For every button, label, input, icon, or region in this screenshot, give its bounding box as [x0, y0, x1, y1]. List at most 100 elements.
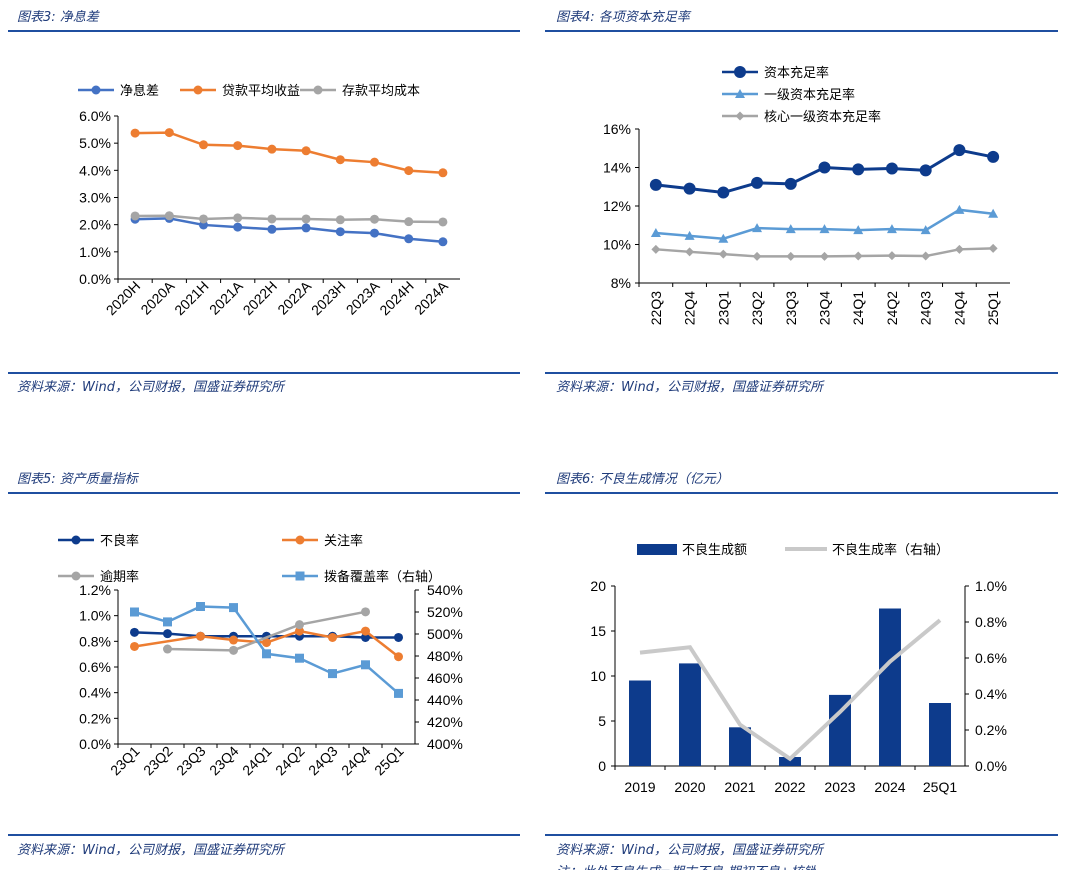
x-tick-label: 2022A: [274, 277, 314, 317]
y2-tick-label: 0.2%: [975, 722, 1007, 738]
legend-marker: [91, 85, 101, 95]
data-point: [404, 234, 414, 244]
data-point: [954, 244, 964, 254]
x-tick-label: 2024A: [411, 277, 451, 317]
legend-marker: [735, 111, 745, 121]
legend-label: 资本充足率: [764, 65, 829, 81]
data-point: [438, 168, 448, 178]
y2-tick-label: 400%: [427, 736, 463, 752]
y-tick-label: 1.0%: [79, 608, 111, 624]
data-point: [267, 144, 277, 154]
x-tick-label: 2021A: [206, 277, 246, 317]
data-point: [267, 224, 277, 234]
x-tick-label: 24Q4: [951, 291, 967, 325]
chart5-title-rule: [8, 492, 520, 494]
legend-label: 核心一级资本充足率: [764, 109, 881, 125]
chart3-title: 图表3: 净息差: [17, 10, 99, 25]
y-tick-label: 2.0%: [79, 217, 111, 233]
legend-label: 存款平均成本: [342, 84, 420, 99]
y2-tick-label: 440%: [427, 692, 463, 708]
data-point: [262, 649, 271, 659]
data-point: [820, 251, 829, 261]
chart-capital-adequacy: 8% 10% 12% 14% 16% 22Q3 22Q4 23Q1 23Q2 23Q3 23Q4 24…: [603, 65, 1010, 325]
data-point-big: [784, 177, 797, 190]
data-point-big: [751, 176, 764, 189]
y-tick-label: 1.0%: [79, 244, 111, 260]
data-point: [199, 140, 208, 150]
legend-label: 关注率: [324, 533, 363, 549]
y-tick-label: 10%: [603, 237, 631, 253]
legend-label: 拨备覆盖率（右轴）: [324, 569, 441, 585]
chart5-source-rule: [8, 834, 520, 836]
x-tick-label: 2024H: [376, 278, 416, 318]
data-point: [196, 631, 205, 641]
legend-label: 一级资本充足率: [764, 87, 855, 103]
data-point: [853, 225, 864, 235]
data-point: [361, 607, 370, 617]
y-tick-label: 6.0%: [79, 108, 111, 124]
series-line-3: [135, 214, 443, 224]
y-tick-label: 10: [590, 668, 606, 684]
data-point: [785, 224, 796, 234]
bar: [729, 727, 751, 766]
x-tick-label: 25Q1: [985, 291, 1001, 325]
y-tick-label: 12%: [603, 198, 631, 214]
data-point: [335, 227, 345, 237]
data-point: [394, 652, 403, 662]
y2-tick-label: 460%: [427, 670, 463, 686]
legend-marker: [71, 535, 81, 545]
data-point: [404, 166, 414, 176]
bar: [829, 694, 851, 766]
bar: [629, 680, 651, 766]
data-point: [164, 211, 174, 221]
data-point: [130, 211, 140, 221]
x-tick-label: 25Q1: [923, 779, 957, 795]
bar: [879, 608, 901, 766]
y-tick-label: 0: [598, 758, 606, 774]
chart3-source: 资料来源：Wind，公司财报，国盛证券研究所: [17, 380, 284, 395]
data-point-big: [717, 186, 730, 199]
chart3-source-rule: [8, 372, 520, 374]
x-tick-label: 2023H: [308, 278, 348, 318]
y-tick-label: 1.2%: [79, 582, 111, 598]
y-tick-label: 0.0%: [79, 271, 111, 287]
data-point: [819, 224, 830, 234]
series-line-2: [134, 629, 400, 658]
x-tick-label: 23Q3: [783, 291, 799, 325]
data-point: [233, 222, 243, 232]
x-tick-label: 2020: [674, 779, 705, 795]
legend-marker: [71, 571, 81, 581]
y2-tick-label: 0.6%: [975, 650, 1007, 666]
data-point: [887, 251, 897, 261]
data-point: [233, 213, 243, 223]
y-tick-label: 3.0%: [79, 190, 111, 206]
x-tick-label: 24Q2: [272, 743, 308, 779]
data-point: [163, 617, 172, 627]
data-point: [752, 251, 762, 261]
chart-npl-generation: 0 5 10 15 20 0.0% 0.2% 0.4% 0.6% 0.8% 1.0% 2019 2020…: [590, 542, 1007, 795]
data-point: [684, 230, 695, 240]
data-point: [262, 638, 271, 648]
data-point: [752, 223, 763, 233]
data-point: [163, 629, 172, 639]
data-point: [394, 688, 403, 698]
y-tick-label: 5.0%: [79, 135, 111, 151]
data-point: [370, 157, 379, 167]
legend-swatch-bar: [637, 544, 677, 555]
x-tick-label: 22Q3: [648, 291, 664, 325]
data-point: [361, 626, 370, 636]
chart4-title-rule: [545, 30, 1058, 32]
y2-tick-label: 420%: [427, 714, 463, 730]
data-point: [988, 243, 998, 253]
data-point: [229, 635, 238, 645]
chart6-source: 资料来源：Wind，公司财报，国盛证券研究所: [556, 843, 823, 858]
data-point-big: [649, 178, 662, 191]
x-tick-label: 23Q2: [749, 291, 765, 325]
data-point-big: [852, 163, 865, 176]
x-tick-label: 23Q1: [715, 291, 731, 325]
data-point-big: [919, 164, 932, 177]
data-point-big: [683, 182, 696, 195]
y2-tick-label: 500%: [427, 626, 463, 642]
x-tick-label: 23Q4: [817, 291, 833, 325]
bar: [779, 757, 801, 766]
